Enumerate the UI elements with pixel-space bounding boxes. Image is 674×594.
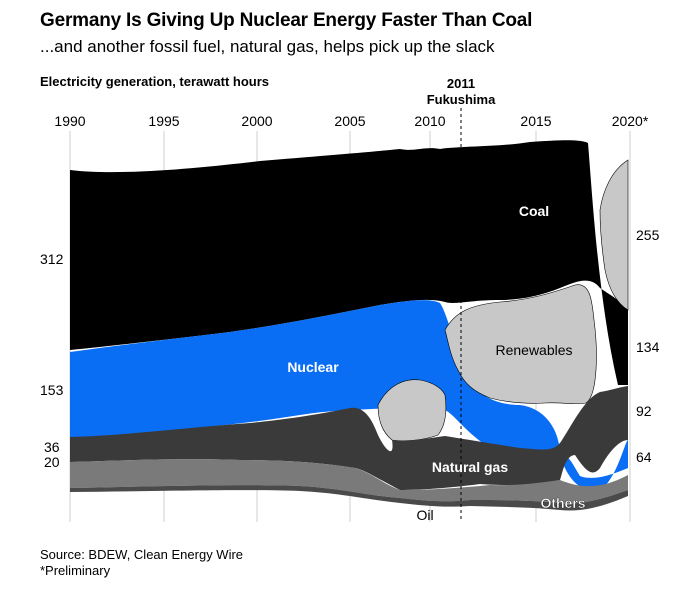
preliminary-note: *Preliminary xyxy=(40,563,111,578)
x-tick-2015: 2015 xyxy=(520,113,551,129)
series-label-oil: Oil xyxy=(416,507,433,523)
x-tick-2010: 2010 xyxy=(414,113,445,129)
others-area xyxy=(70,459,628,504)
y-axis-label: Electricity generation, terawatt hours xyxy=(40,74,270,89)
series-label-coal: Coal xyxy=(519,203,549,219)
oil-area xyxy=(70,485,628,511)
right-value-coal: 134 xyxy=(636,339,660,355)
series-label-renewables: Renewables xyxy=(495,342,572,358)
x-tick-1990: 1990 xyxy=(54,113,85,129)
right-value-gas: 92 xyxy=(636,403,652,419)
x-tick-1995: 1995 xyxy=(148,113,179,129)
left-value-nuclear: 153 xyxy=(40,382,64,398)
renewables-area-right xyxy=(599,159,629,311)
coal-area xyxy=(70,140,628,385)
left-value-coal: 312 xyxy=(40,251,64,267)
source-note: Source: BDEW, Clean Energy Wire xyxy=(40,547,244,562)
chart-subtitle: ...and another fossil fuel, natural gas,… xyxy=(40,37,495,56)
fukushima-year-label: 2011 xyxy=(447,76,475,91)
left-value-others: 20 xyxy=(44,454,60,470)
x-tick-2020: 2020* xyxy=(612,113,649,129)
x-tick-2000: 2000 xyxy=(241,113,272,129)
x-axis-ticks: 1990 1995 2000 2005 2010 2015 2020* xyxy=(54,113,648,129)
x-tick-2005: 2005 xyxy=(334,113,365,129)
left-value-labels: 312 153 36 20 xyxy=(40,251,64,470)
right-value-nuclear: 64 xyxy=(636,449,652,465)
chart-title: Germany Is Giving Up Nuclear Energy Fast… xyxy=(40,10,533,31)
renewables-area-left xyxy=(377,379,447,442)
chart-footer: Source: BDEW, Clean Energy Wire *Prelimi… xyxy=(40,547,243,579)
left-value-gas: 36 xyxy=(44,439,60,455)
series-label-natural-gas: Natural gas xyxy=(432,459,508,475)
series-label-nuclear: Nuclear xyxy=(287,359,339,375)
fukushima-event-label: Fukushima xyxy=(427,92,496,107)
natural-gas-area xyxy=(70,386,628,490)
right-value-renewables: 255 xyxy=(636,227,660,243)
renewables-area xyxy=(444,284,597,405)
right-value-labels: 255 134 92 64 xyxy=(636,227,660,465)
series-label-others: Others xyxy=(540,495,585,511)
